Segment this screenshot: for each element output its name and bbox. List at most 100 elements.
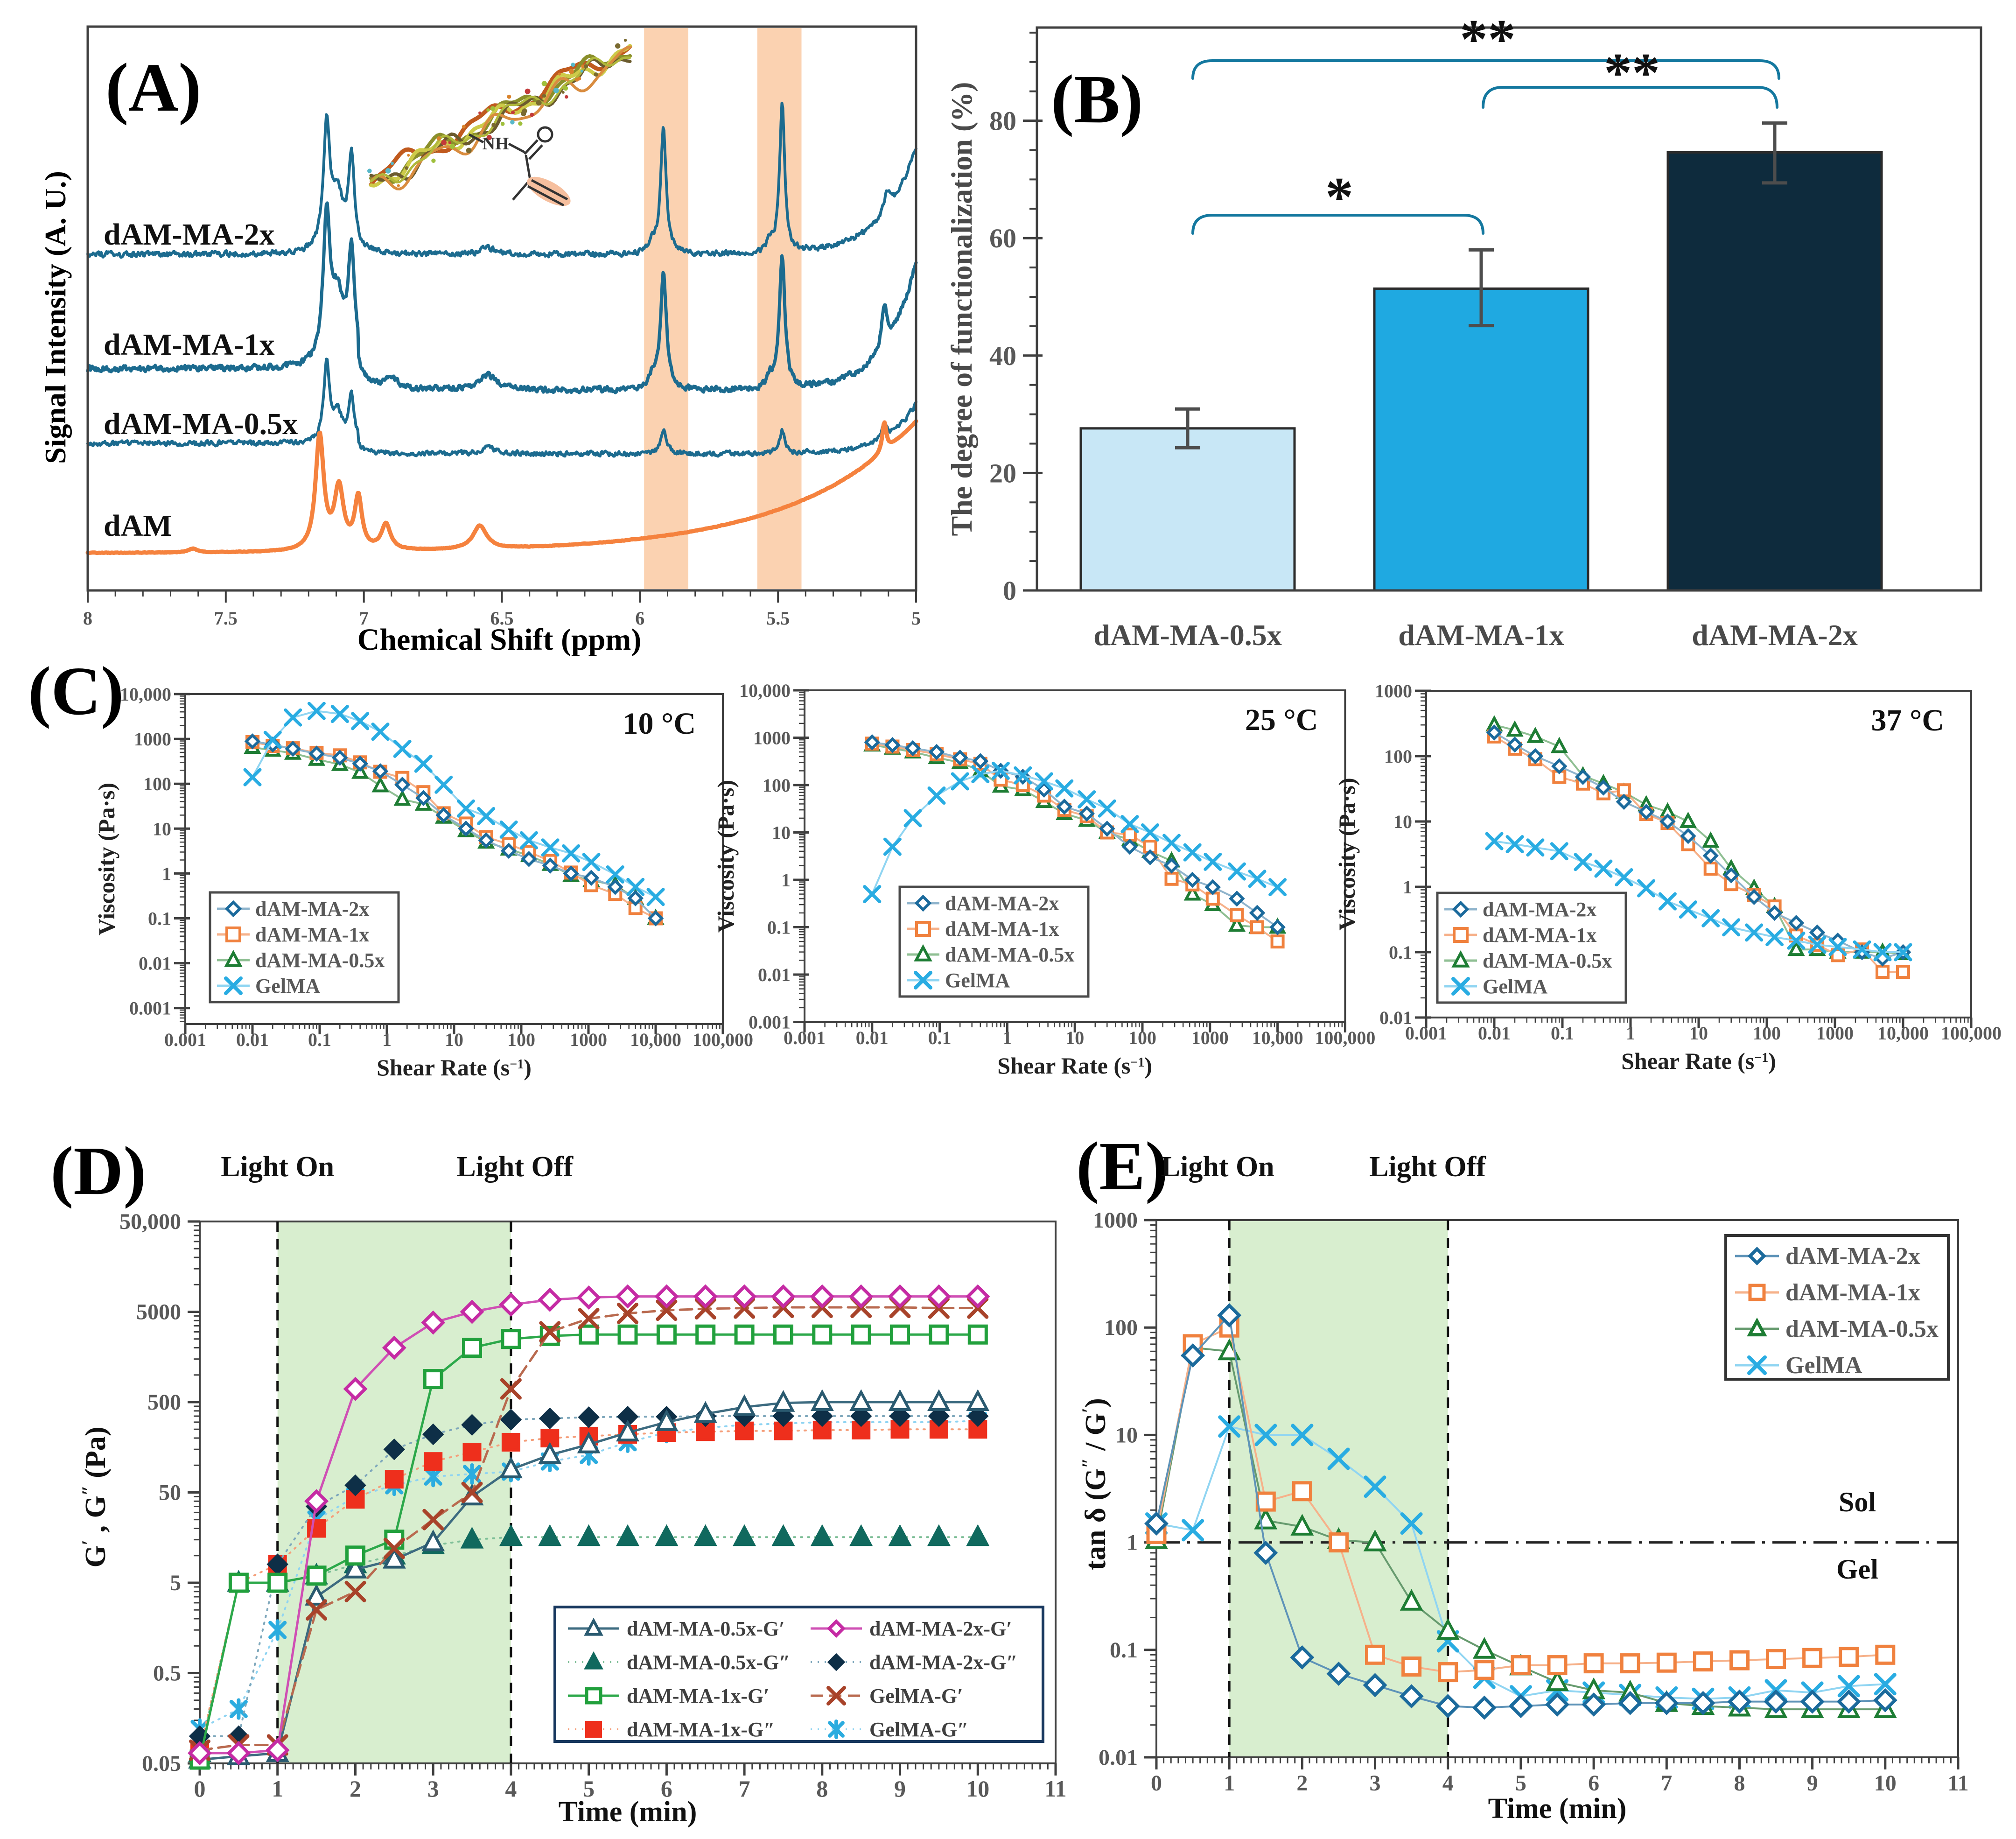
svg-text:dAM-MA-2x-G″: dAM-MA-2x-G″ [869, 1651, 1018, 1674]
svg-text:5.5: 5.5 [766, 608, 790, 629]
svg-text:dAM-MA-1x: dAM-MA-1x [1398, 618, 1564, 652]
svg-text:8: 8 [1734, 1771, 1745, 1796]
svg-text:GelMA: GelMA [1785, 1352, 1862, 1379]
svg-text:0.5: 0.5 [153, 1661, 181, 1686]
svg-text:0.01: 0.01 [1379, 1007, 1412, 1028]
svg-text:Sol: Sol [1839, 1487, 1876, 1517]
svg-text:1: 1 [781, 870, 791, 891]
svg-text:1000: 1000 [1093, 1208, 1138, 1233]
svg-text:50: 50 [159, 1481, 181, 1505]
svg-text:4: 4 [1442, 1771, 1454, 1796]
svg-text:100,000: 100,000 [693, 1029, 753, 1050]
svg-text:100,000: 100,000 [1941, 1023, 2002, 1044]
svg-text:dAM-MA-1x: dAM-MA-1x [255, 923, 369, 946]
svg-text:dAM-MA-2x: dAM-MA-2x [1483, 898, 1596, 921]
svg-text:(A): (A) [105, 49, 201, 126]
svg-text:**: ** [1604, 42, 1660, 104]
svg-text:dAM: dAM [104, 509, 172, 543]
svg-text:dAM-MA-0.5x: dAM-MA-0.5x [1093, 618, 1281, 652]
svg-text:Time (min): Time (min) [1488, 1793, 1627, 1825]
svg-text:7.5: 7.5 [214, 608, 238, 629]
svg-text:1: 1 [382, 1029, 392, 1050]
svg-text:NH: NH [483, 134, 509, 154]
svg-text:Signal Intensity (A. U.): Signal Intensity (A. U.) [39, 171, 72, 464]
svg-text:100: 100 [1128, 1027, 1156, 1048]
svg-text:25 °C: 25 °C [1245, 703, 1318, 737]
svg-text:1: 1 [1002, 1027, 1012, 1048]
svg-text:6: 6 [1588, 1771, 1599, 1796]
svg-text:dAM-MA-1x-G′: dAM-MA-1x-G′ [627, 1685, 770, 1707]
svg-text:10: 10 [966, 1776, 989, 1802]
svg-text:10: 10 [1065, 1027, 1084, 1048]
svg-text:0.01: 0.01 [1099, 1745, 1138, 1770]
svg-text:10,000: 10,000 [739, 680, 791, 701]
svg-text:*: * [1325, 166, 1353, 228]
svg-text:(D): (D) [50, 1133, 146, 1209]
svg-text:5: 5 [583, 1776, 595, 1802]
svg-text:9: 9 [1807, 1771, 1818, 1796]
svg-text:9: 9 [894, 1776, 906, 1802]
svg-text:Shear Rate (s−1): Shear Rate (s−1) [377, 1054, 532, 1081]
svg-text:(C): (C) [28, 653, 124, 730]
svg-text:(E): (E) [1076, 1128, 1168, 1205]
svg-text:100: 100 [507, 1029, 535, 1050]
svg-text:100,000: 100,000 [1315, 1027, 1375, 1048]
svg-text:0.1: 0.1 [1551, 1023, 1574, 1044]
svg-text:10,000: 10,000 [630, 1029, 681, 1050]
svg-text:1: 1 [1403, 877, 1412, 898]
svg-text:Viscosity (Pa·s): Viscosity (Pa·s) [93, 783, 119, 935]
svg-text:GelMA-G″: GelMA-G″ [869, 1718, 968, 1741]
svg-text:2: 2 [350, 1776, 361, 1802]
svg-text:10: 10 [1115, 1423, 1138, 1447]
svg-text:11: 11 [1044, 1776, 1066, 1802]
svg-text:7: 7 [739, 1776, 750, 1802]
svg-text:3: 3 [427, 1776, 439, 1802]
svg-text:Light On: Light On [221, 1151, 334, 1183]
svg-text:2: 2 [1296, 1771, 1308, 1796]
svg-text:Light Off: Light Off [1369, 1151, 1486, 1183]
svg-text:dAM-MA-0.5x: dAM-MA-0.5x [1483, 949, 1612, 972]
svg-text:dAM-MA-2x: dAM-MA-2x [255, 898, 369, 920]
svg-text:100: 100 [143, 773, 171, 794]
svg-text:0.001: 0.001 [784, 1027, 826, 1048]
svg-text:0.1: 0.1 [767, 917, 791, 938]
svg-text:10: 10 [1393, 811, 1412, 832]
svg-text:The degree of functionalizatio: The degree of functionalization (%) [945, 82, 978, 536]
svg-text:0.01: 0.01 [236, 1029, 269, 1050]
svg-text:dAM-MA-1x: dAM-MA-1x [1483, 924, 1596, 947]
svg-text:11: 11 [1947, 1771, 1968, 1796]
svg-text:1000: 1000 [1375, 681, 1412, 702]
svg-text:dAM-MA-2x: dAM-MA-2x [1692, 618, 1857, 652]
svg-text:10,000: 10,000 [120, 684, 171, 705]
svg-text:1: 1 [272, 1776, 283, 1802]
svg-text:Gel: Gel [1836, 1554, 1878, 1585]
svg-text:0.1: 0.1 [148, 908, 171, 929]
svg-text:dAM-MA-0.5x: dAM-MA-0.5x [1785, 1316, 1939, 1342]
svg-text:1: 1 [1224, 1771, 1235, 1796]
svg-text:GelMA: GelMA [1483, 975, 1548, 998]
svg-text:100: 100 [1384, 746, 1412, 767]
svg-text:0: 0 [194, 1776, 206, 1802]
svg-text:dAM-MA-0.5x-G″: dAM-MA-0.5x-G″ [627, 1651, 791, 1674]
svg-text:Viscosity (Pa·s): Viscosity (Pa·s) [1334, 778, 1360, 930]
svg-text:GelMA-G′: GelMA-G′ [869, 1685, 963, 1707]
svg-text:0.05: 0.05 [142, 1751, 181, 1776]
svg-text:6.5: 6.5 [490, 608, 514, 629]
svg-text:1: 1 [1626, 1023, 1635, 1044]
svg-text:1000: 1000 [1816, 1023, 1854, 1044]
svg-text:dAM-MA-2x: dAM-MA-2x [945, 892, 1059, 915]
svg-text:0.001: 0.001 [164, 1029, 206, 1050]
svg-text:37 °C: 37 °C [1871, 703, 1944, 737]
svg-text:0: 0 [1003, 576, 1016, 606]
svg-text:0.01: 0.01 [139, 953, 171, 974]
svg-text:10: 10 [772, 822, 791, 843]
svg-text:Chemical Shift (ppm): Chemical Shift (ppm) [357, 623, 642, 657]
svg-text:10: 10 [445, 1029, 463, 1050]
svg-text:Light Off: Light Off [456, 1151, 574, 1183]
svg-text:0.01: 0.01 [758, 964, 791, 985]
svg-text:7: 7 [1661, 1771, 1672, 1796]
svg-text:Shear Rate (s−1): Shear Rate (s−1) [997, 1053, 1152, 1079]
svg-text:dAM-MA-2x: dAM-MA-2x [1785, 1243, 1920, 1270]
svg-text:5: 5 [911, 608, 921, 629]
svg-text:1: 1 [162, 863, 171, 884]
